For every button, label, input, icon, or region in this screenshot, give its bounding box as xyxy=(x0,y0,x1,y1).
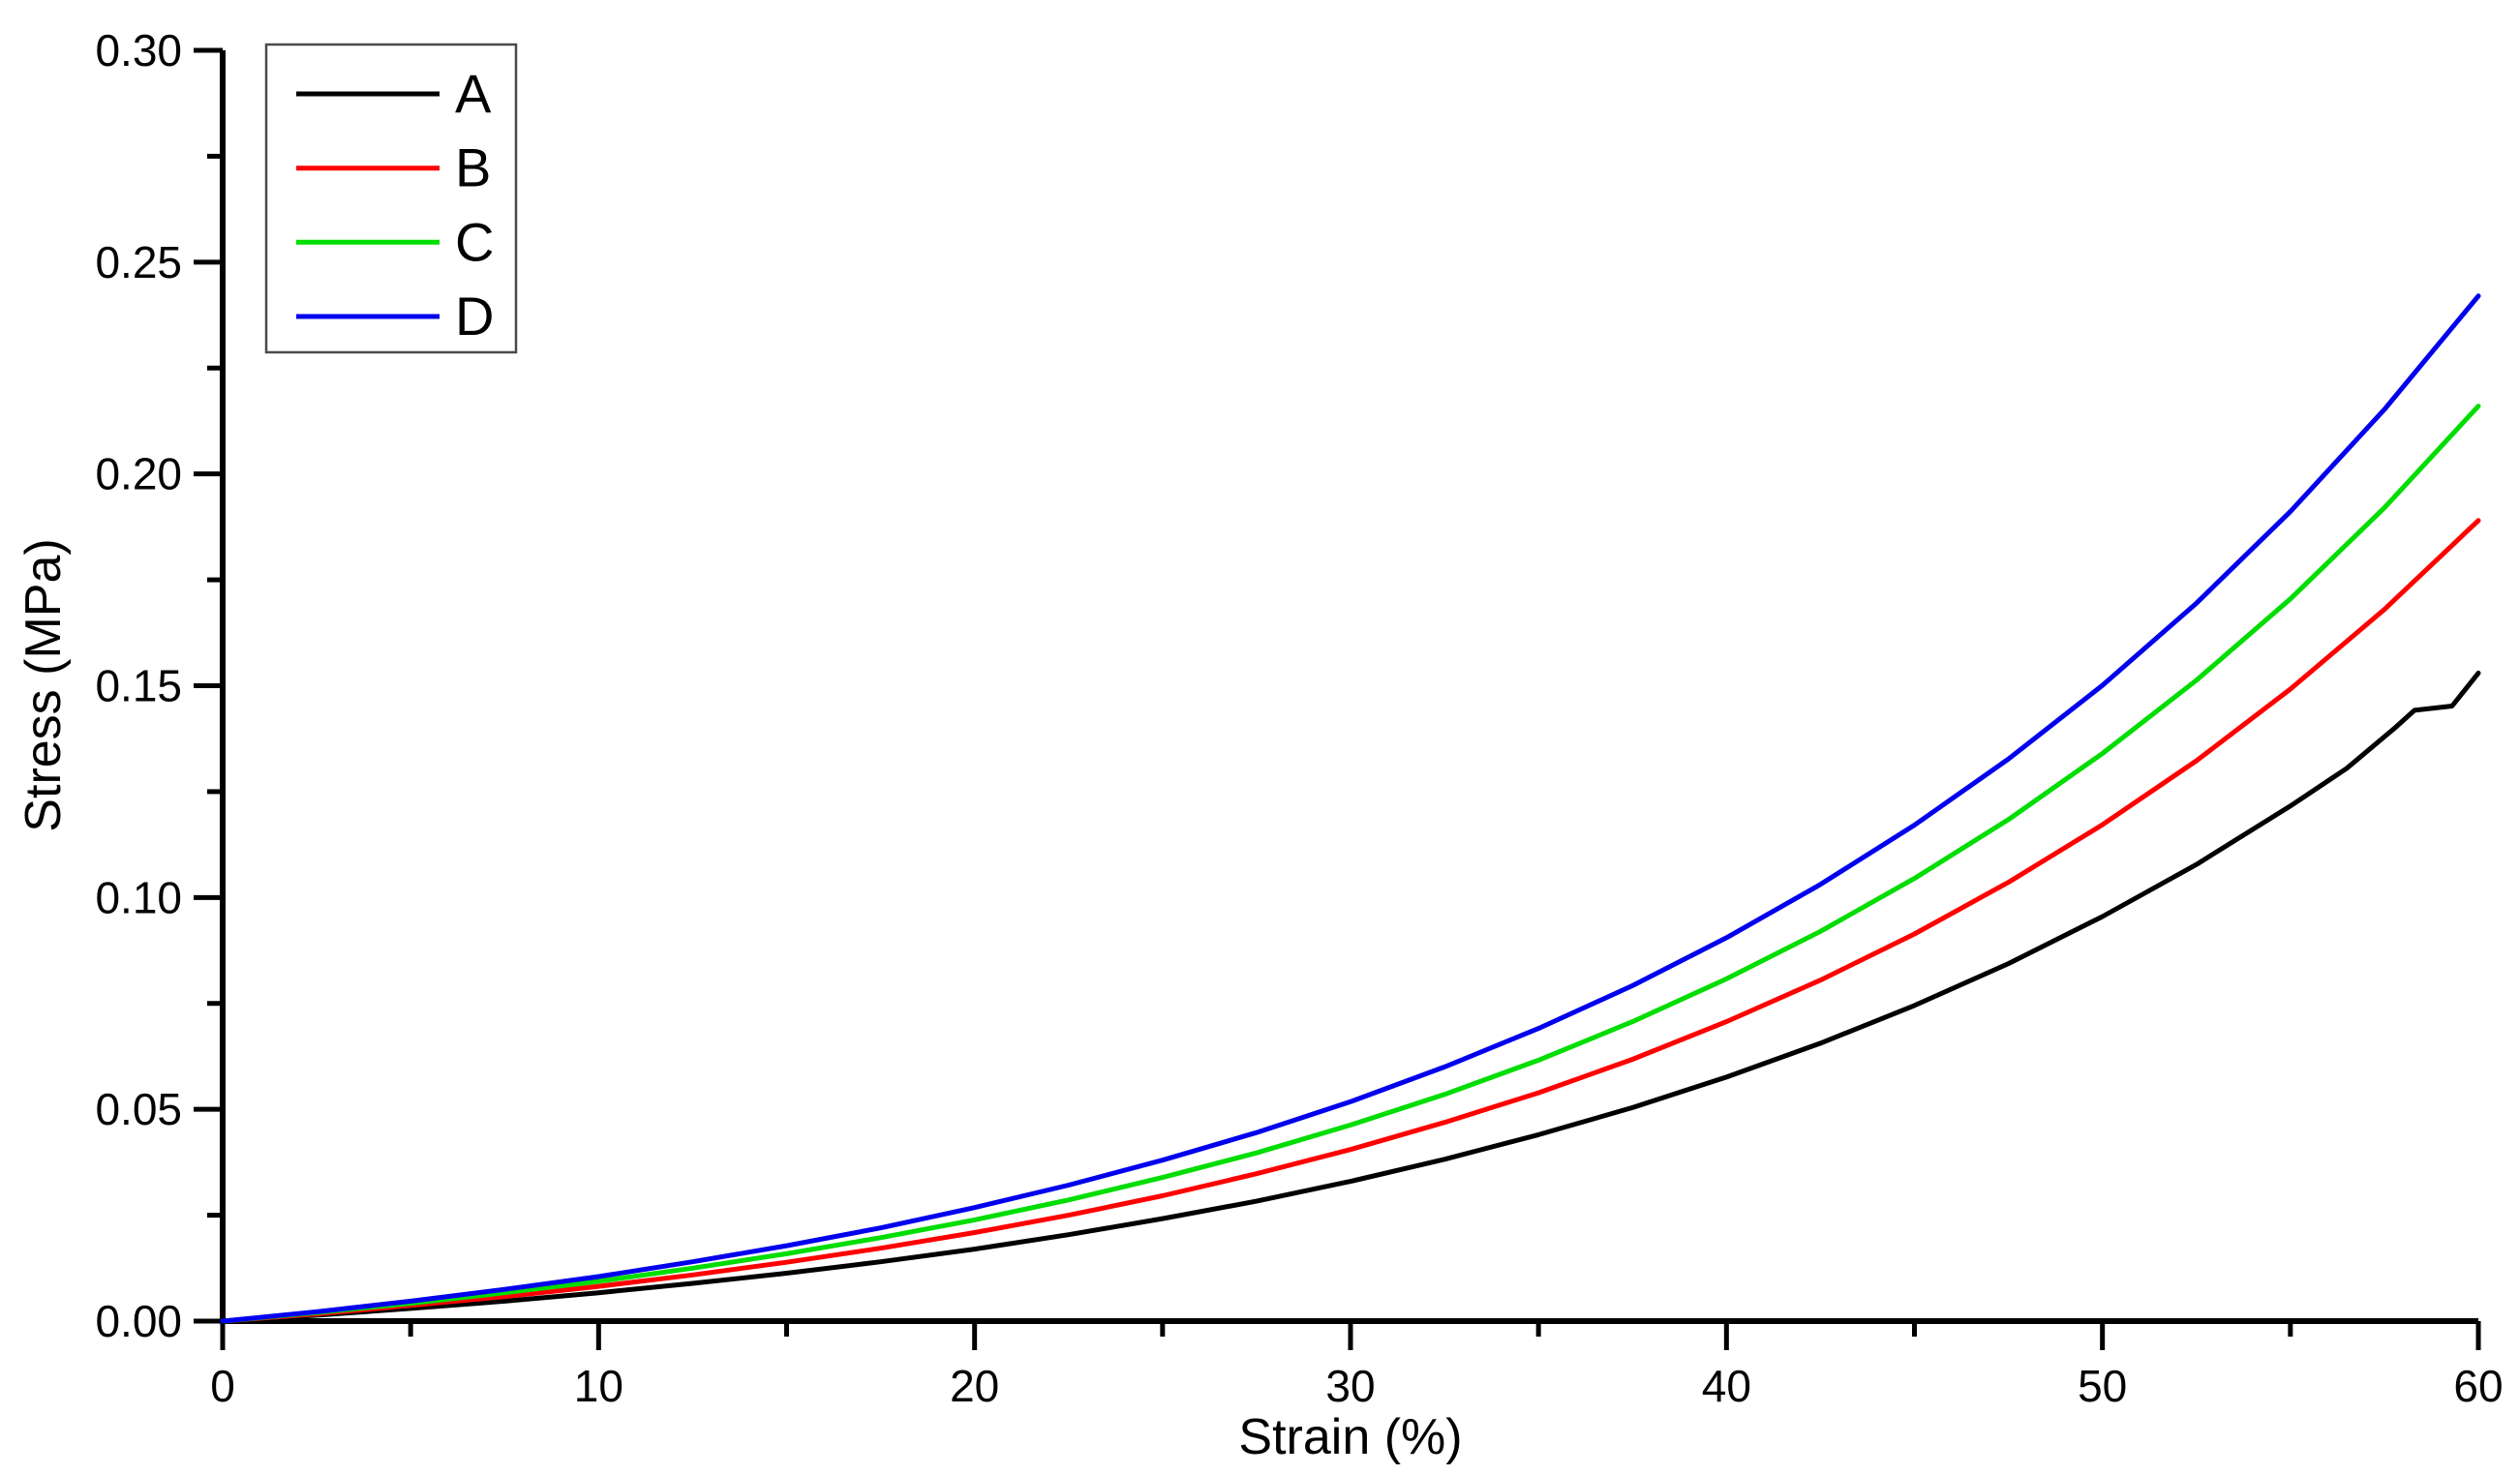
legend-label-C: C xyxy=(455,211,494,272)
x-tick-label: 30 xyxy=(1325,1361,1375,1411)
legend-label-A: A xyxy=(455,63,492,124)
curve-B xyxy=(220,518,2481,1324)
y-tick-label: 0.25 xyxy=(95,237,182,287)
x-tick-label: 60 xyxy=(2453,1361,2503,1411)
x-tick-label: 10 xyxy=(574,1361,623,1411)
x-tick-label: 0 xyxy=(210,1361,235,1411)
curve-A xyxy=(220,670,2481,1324)
curve-D xyxy=(220,293,2481,1324)
x-tick-label: 50 xyxy=(2078,1361,2127,1411)
x-tick-label: 40 xyxy=(1702,1361,1751,1411)
axes xyxy=(220,50,2478,1324)
x-tick-label: 20 xyxy=(950,1361,999,1411)
y-tick-label: 0.10 xyxy=(95,872,182,922)
data-series xyxy=(220,293,2481,1324)
x-axis-title: Strain (%) xyxy=(1238,1409,1462,1465)
legend-label-B: B xyxy=(455,137,491,198)
y-axis-title: Stress (MPa) xyxy=(15,538,72,831)
axis-tick-labels: 0 10 20 30 40 50 60 0.00 0.05 0.10 0.15 0.20 0.25 0.3… xyxy=(95,25,2503,1411)
y-tick-label: 0.05 xyxy=(95,1084,182,1134)
legend-label-D: D xyxy=(455,286,494,346)
axis-ticks xyxy=(194,47,2481,1350)
y-tick-label: 0.30 xyxy=(95,25,182,75)
y-tick-label: 0.20 xyxy=(95,449,182,499)
curve-C xyxy=(220,404,2481,1324)
y-tick-label: 0.15 xyxy=(95,661,182,711)
y-tick-label: 0.00 xyxy=(95,1296,182,1346)
